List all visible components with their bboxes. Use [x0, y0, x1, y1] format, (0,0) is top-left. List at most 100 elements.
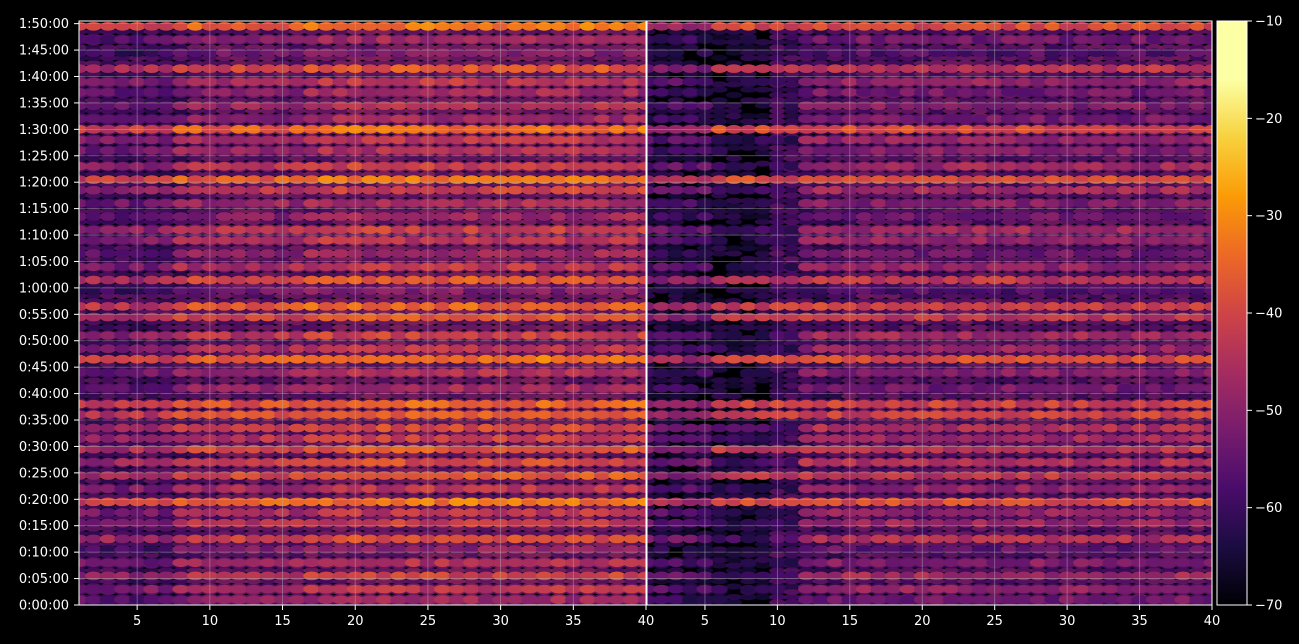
heatmap-cell — [230, 457, 248, 467]
heatmap-cell — [288, 595, 306, 605]
heatmap-cell — [623, 324, 640, 331]
heatmap-cell — [172, 571, 190, 581]
heatmap-cell — [332, 497, 350, 507]
heatmap-cell — [405, 444, 422, 454]
heatmap-cell — [143, 508, 161, 517]
heatmap-cell — [317, 457, 335, 467]
heatmap-cell — [623, 434, 640, 443]
heatmap-cell — [172, 518, 190, 528]
heatmap-cell — [303, 518, 320, 528]
heatmap-cell — [245, 518, 262, 528]
heatmap-cell — [317, 497, 335, 507]
heatmap-cell — [158, 155, 175, 162]
heatmap-cell — [376, 393, 393, 400]
heatmap-cell — [550, 434, 568, 443]
heatmap-cell — [332, 457, 350, 467]
heatmap-cell — [448, 155, 466, 162]
heatmap-cell — [259, 497, 277, 507]
heatmap-cell — [623, 595, 640, 605]
heatmap-cell — [99, 595, 117, 605]
heatmap-cell — [535, 584, 553, 594]
heatmap-cell — [332, 377, 349, 384]
heatmap-cell — [259, 545, 277, 554]
heatmap-cell — [317, 508, 335, 517]
heatmap-cell — [623, 545, 640, 554]
heatmap-cell — [390, 155, 407, 162]
heatmap-cell — [245, 444, 262, 454]
heatmap-cell — [245, 434, 262, 443]
heatmap-cell — [332, 571, 350, 581]
heatmap-cell — [434, 508, 451, 517]
heatmap-cell — [143, 584, 161, 594]
heatmap-cell — [259, 471, 277, 480]
heatmap-cell — [259, 324, 277, 331]
heatmap-cell — [288, 155, 306, 162]
heatmap-cell — [550, 584, 568, 594]
heatmap-cell — [521, 423, 539, 433]
heatmap-cell — [230, 545, 248, 554]
heatmap-cell — [361, 444, 379, 454]
heatmap-cell — [637, 393, 646, 400]
heatmap-cell — [405, 584, 422, 594]
heatmap-cell — [230, 518, 248, 528]
heatmap-cell — [186, 471, 204, 480]
heatmap-cell — [245, 584, 262, 594]
heatmap-cell — [230, 534, 248, 544]
heatmap-cell — [157, 484, 175, 494]
heatmap-cell — [332, 518, 350, 528]
heatmap-cell — [157, 595, 175, 605]
heatmap-cell — [245, 484, 262, 494]
heatmap-cell — [448, 545, 466, 554]
heatmap-cell — [434, 484, 451, 494]
heatmap-cell — [216, 434, 233, 443]
heatmap-cell — [550, 497, 568, 507]
heatmap-cell — [579, 423, 597, 433]
heatmap-cell — [477, 584, 495, 594]
heatmap-cell — [550, 471, 568, 480]
heatmap-cell — [376, 155, 393, 162]
heatmap-cell — [594, 155, 611, 162]
heatmap-cell — [99, 393, 117, 400]
heatmap-cell — [535, 444, 553, 454]
heatmap-cell — [186, 595, 204, 605]
heatmap-cell — [361, 434, 379, 443]
heatmap-cell — [186, 534, 204, 544]
heatmap-cell — [390, 457, 408, 467]
heatmap-cell — [594, 571, 611, 581]
heatmap-cell — [507, 324, 524, 331]
heatmap-cell — [550, 571, 568, 581]
heatmap-cell — [550, 377, 567, 384]
heatmap-cell — [157, 423, 175, 433]
heatmap-cell — [390, 377, 407, 384]
heatmap-cell — [535, 558, 553, 568]
heatmap-cell — [114, 595, 131, 605]
heatmap-cell — [172, 545, 190, 554]
heatmap-cell — [303, 471, 320, 480]
heatmap-cell — [521, 571, 539, 581]
heatmap-cell — [637, 324, 646, 331]
heatmap-cell — [434, 423, 451, 433]
heatmap-cell — [361, 595, 379, 605]
heatmap-cell — [463, 545, 480, 554]
heatmap-cell — [332, 324, 349, 331]
heatmap-cell — [637, 155, 646, 162]
heatmap-cell — [158, 324, 175, 331]
heatmap-cell — [506, 595, 524, 605]
heatmap-cell — [375, 484, 393, 494]
heatmap-cell — [230, 508, 248, 517]
heatmap-cell — [463, 155, 480, 162]
heatmap-cell — [288, 393, 306, 400]
heatmap-cell — [375, 518, 393, 528]
heatmap-cell — [463, 484, 480, 494]
heatmap-cell — [405, 545, 422, 554]
heatmap-cell — [579, 534, 597, 544]
heatmap-cell — [594, 508, 611, 517]
heatmap-cell — [186, 457, 204, 467]
heatmap-cell — [463, 584, 480, 594]
heatmap-cell — [535, 508, 553, 517]
heatmap-cell — [317, 444, 335, 454]
heatmap-cell — [85, 534, 102, 544]
heatmap-cell — [85, 545, 102, 554]
heatmap-cell — [85, 457, 102, 467]
heatmap-cell — [390, 324, 407, 331]
